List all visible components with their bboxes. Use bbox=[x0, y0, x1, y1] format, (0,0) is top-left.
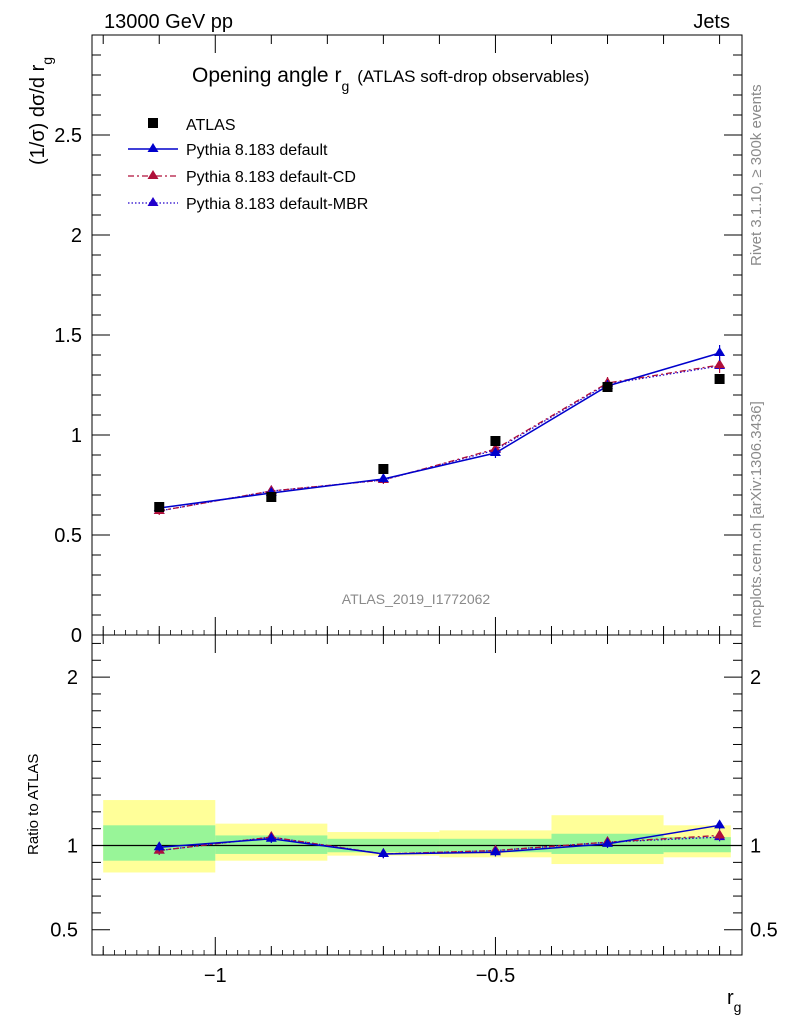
ratio-line-cd bbox=[159, 834, 720, 855]
ratio-marker-default bbox=[489, 846, 501, 856]
main-marker-default bbox=[714, 347, 726, 356]
main-y-axis-label: (1/σ) dσ/d rg bbox=[27, 57, 55, 165]
ratio-marker-default bbox=[377, 847, 389, 857]
atlas-data-point bbox=[490, 436, 501, 446]
ratio-y-tick-label-right: 2 bbox=[750, 667, 761, 689]
rivet-label: Rivet 3.1.10, ≥ 300k events bbox=[748, 84, 765, 266]
main-y-tick-label: 1.5 bbox=[54, 325, 82, 347]
legend-mbr-marker bbox=[147, 197, 159, 206]
ratio-y-tick-label-left: 2 bbox=[67, 667, 78, 689]
ratio-y-tick-label-right: 1 bbox=[750, 836, 761, 858]
atlas-data-point bbox=[602, 382, 613, 392]
main-line-default bbox=[159, 352, 720, 509]
ratio-y-axis-label: Ratio to ATLAS bbox=[25, 754, 42, 855]
atlas-data-point bbox=[266, 492, 277, 502]
legend-default-label: Pythia 8.183 default bbox=[186, 142, 328, 159]
main-line-mbr bbox=[159, 365, 720, 512]
legend-cd-marker bbox=[147, 170, 159, 179]
ratio-inner-band bbox=[663, 837, 731, 853]
analysis-watermark: ATLAS_2019_I1772062 bbox=[342, 591, 491, 607]
legend-atlas-label: ATLAS bbox=[186, 117, 236, 134]
ratio-line-default bbox=[159, 824, 720, 855]
main-y-tick-label: 2.5 bbox=[54, 125, 82, 147]
x-axis-label-sub: g bbox=[734, 999, 742, 1015]
process-label: Jets bbox=[693, 11, 730, 33]
mcplots-label: mcplots.cern.ch [arXiv:1306.3436] bbox=[748, 401, 765, 628]
legend-entry-cd: Pythia 8.183 default-CD bbox=[128, 169, 356, 186]
main-marker-default bbox=[377, 473, 389, 482]
energy-label: 13000 GeV pp bbox=[104, 11, 233, 33]
ratio-y-tick-label-left: 1 bbox=[67, 836, 78, 858]
main-y-axis-label-text: (1/σ) dσ/d r bbox=[27, 64, 49, 165]
main-marker-default bbox=[489, 447, 501, 456]
ratio-frame bbox=[91, 634, 743, 956]
main-title: Opening angle rg (ATLAS soft-drop observa… bbox=[192, 64, 589, 94]
ratio-y-tick-label-right: 0.5 bbox=[750, 920, 778, 942]
legend-entry-default: Pythia 8.183 default bbox=[128, 142, 328, 159]
legend-mbr-label: Pythia 8.183 default-MBR bbox=[186, 196, 368, 213]
main-title-suffix: (ATLAS soft-drop observables) bbox=[357, 67, 589, 86]
atlas-data-point bbox=[154, 502, 165, 512]
legend-entry-mbr: Pythia 8.183 default-MBR bbox=[128, 196, 368, 213]
main-marker-cd bbox=[714, 359, 726, 368]
main-title-text: Opening angle r bbox=[192, 64, 341, 87]
x-axis-label: rg bbox=[727, 987, 741, 1015]
atlas-data-point bbox=[378, 464, 389, 474]
ratio-marker-default bbox=[265, 832, 277, 842]
main-y-tick-label: 2 bbox=[71, 225, 82, 247]
main-panel: 0.511.522.5 Opening angle rg (ATLAS soft-… bbox=[27, 34, 743, 647]
legend-cd-label: Pythia 8.183 default-CD bbox=[186, 169, 356, 186]
legend-atlas-marker bbox=[148, 118, 158, 128]
ratio-marker-default bbox=[602, 837, 614, 847]
ratio-y-tick-label-left: 0.5 bbox=[50, 920, 78, 942]
ratio-marker-cd bbox=[714, 829, 726, 839]
legend: ATLAS Pythia 8.183 default Pythia 8.183 … bbox=[128, 117, 368, 213]
main-title-sub: g bbox=[341, 78, 349, 94]
x-tick-label: −1 bbox=[204, 965, 227, 987]
legend-entry-atlas: ATLAS bbox=[148, 117, 236, 134]
atlas-data-point bbox=[714, 374, 725, 384]
ratio-panel: −1 −0.5 0.5 0.5 1 1 2 2 Ratio to ATLAS rg bbox=[25, 634, 778, 1015]
main-y-tick-label: 1 bbox=[71, 425, 82, 447]
ratio-marker-default bbox=[714, 819, 726, 829]
main-y-zero-label: 0 bbox=[71, 625, 82, 647]
x-axis-label-text: r bbox=[727, 987, 734, 1009]
x-tick-label: −0.5 bbox=[476, 965, 515, 987]
main-y-axis-label-sub: g bbox=[39, 57, 55, 65]
main-line-cd bbox=[159, 364, 720, 512]
main-y-tick-label: 0.5 bbox=[54, 525, 82, 547]
ratio-marker-default bbox=[153, 841, 165, 851]
legend-default-marker bbox=[147, 143, 159, 152]
